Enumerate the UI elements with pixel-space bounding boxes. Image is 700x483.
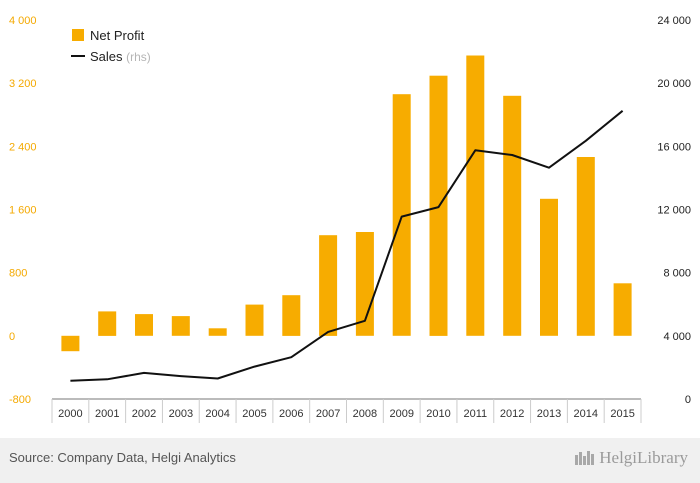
bar-net-profit: [319, 235, 338, 336]
y-right-tick-label: 20 000: [657, 78, 691, 90]
x-tick-label: 2008: [353, 408, 377, 420]
x-tick-label: 2015: [610, 408, 634, 420]
x-tick-label: 2011: [464, 408, 488, 420]
x-tick-label: 2013: [537, 408, 561, 420]
x-tick-label: 2004: [205, 408, 229, 420]
y-left-tick-label: 4 000: [9, 15, 37, 27]
x-tick-label: 2007: [316, 408, 340, 420]
bar-net-profit: [613, 283, 632, 336]
bar-net-profit: [61, 335, 80, 352]
x-tick-label: 2006: [279, 408, 303, 420]
bar-net-profit: [171, 316, 190, 336]
legend-swatch-net-profit: [72, 29, 84, 41]
x-tick-label: 2005: [242, 408, 266, 420]
helgi-library-logo-icon: [575, 451, 595, 465]
legend-label-sales-name: Sales: [90, 49, 126, 64]
y-left-tick-label: 3 200: [9, 78, 37, 90]
chart-footer: Source: Company Data, Helgi Analytics He…: [0, 438, 700, 483]
y-right-tick-label: 8 000: [663, 268, 691, 280]
bar-net-profit: [392, 94, 411, 336]
bar-net-profit: [576, 157, 595, 336]
x-tick-label: 2003: [169, 408, 193, 420]
chart: 4 000 3 200 2 400 1 600 800 0 -800 24 000 20 000…: [9, 15, 691, 423]
x-tick-label: 2002: [132, 408, 156, 420]
x-tick-label: 2000: [58, 408, 82, 420]
brand-logo[interactable]: HelgiLibrary: [574, 448, 688, 468]
y-left-tick-label: 2 400: [9, 141, 37, 153]
y-right-tick-label: 12 000: [657, 205, 691, 217]
x-tick-label: 2009: [389, 408, 413, 420]
legend-label-net-profit: Net Profit: [90, 28, 145, 43]
x-tick-label: 2014: [574, 408, 598, 420]
bar-net-profit: [135, 314, 153, 336]
bar-net-profit: [282, 295, 301, 336]
brand-name: HelgiLibrary: [599, 448, 688, 467]
y-right-tick-label: 16 000: [657, 141, 691, 153]
line-sales: [70, 110, 624, 382]
x-tick-label: 2012: [500, 408, 524, 420]
x-tick-label: 2001: [95, 408, 119, 420]
y-right-tick-label: 24 000: [657, 15, 691, 27]
y-left-tick-label: 1 600: [9, 205, 37, 217]
bar-net-profit: [98, 311, 117, 336]
legend-label-sales: Sales (rhs): [90, 49, 151, 64]
y-left-tick-label: 0: [9, 331, 15, 343]
bar-net-profit: [466, 55, 485, 336]
bar-net-profit: [503, 95, 522, 336]
y-left-tick-label: 800: [9, 268, 27, 280]
source-note: Source: Company Data, Helgi Analytics: [9, 450, 236, 465]
legend-label-sales-rhs: (rhs): [126, 50, 151, 64]
x-tick-label: 2010: [426, 408, 450, 420]
bar-net-profit: [208, 328, 227, 336]
y-left-tick-label: -800: [9, 394, 31, 406]
bar-net-profit: [540, 198, 558, 336]
bar-net-profit: [245, 304, 264, 336]
y-right-tick-label: 0: [685, 394, 691, 406]
y-right-tick-label: 4 000: [663, 331, 691, 343]
